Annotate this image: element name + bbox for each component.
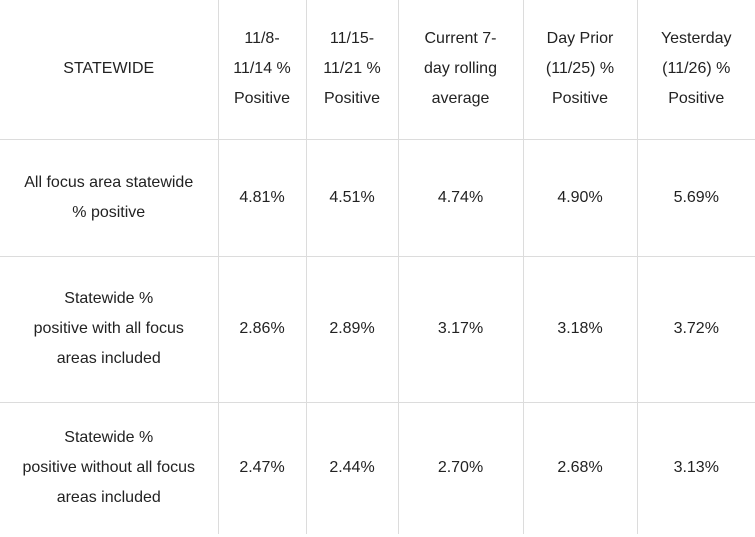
table-cell: 4.81%: [218, 139, 307, 257]
header-week-11-15: 11/15- 11/21 % Positive: [306, 0, 399, 140]
table-cell: 3.17%: [398, 256, 524, 403]
table-cell: 2.47%: [218, 402, 307, 534]
table-row: Statewide % positive with all focus area…: [0, 256, 755, 403]
table-cell: 4.74%: [398, 139, 524, 257]
row-label: Statewide % positive without all focus a…: [0, 402, 219, 534]
table-cell: 3.72%: [637, 256, 755, 403]
header-yesterday: Yesterday (11/26) % Positive: [637, 0, 755, 140]
table-cell: 4.51%: [306, 139, 399, 257]
header-statewide: STATEWIDE: [0, 0, 219, 140]
table-cell: 5.69%: [637, 139, 755, 257]
table-cell: 3.18%: [523, 256, 638, 403]
table-cell: 2.89%: [306, 256, 399, 403]
header-row: STATEWIDE 11/8- 11/14 % Positive 11/15- …: [0, 0, 755, 140]
header-day-prior: Day Prior (11/25) % Positive: [523, 0, 638, 140]
table-cell: 3.13%: [673, 459, 719, 477]
header-week-11-8: 11/8- 11/14 % Positive: [218, 0, 307, 140]
table-cell: 2.68%: [523, 402, 638, 534]
table-cell: 2.86%: [218, 256, 307, 403]
table-row: All focus area statewide % positive 4.81…: [0, 139, 755, 257]
table-row: Statewide % positive without all focus a…: [0, 402, 755, 534]
row-label: Statewide % positive with all focus area…: [0, 256, 219, 403]
row-label: All focus area statewide % positive: [0, 139, 219, 257]
header-7-day-average: Current 7- day rolling average: [398, 0, 524, 140]
table-cell: 2.44%: [306, 402, 399, 534]
table-cell: 4.90%: [523, 139, 638, 257]
table-cell: 2.70%: [398, 402, 524, 534]
